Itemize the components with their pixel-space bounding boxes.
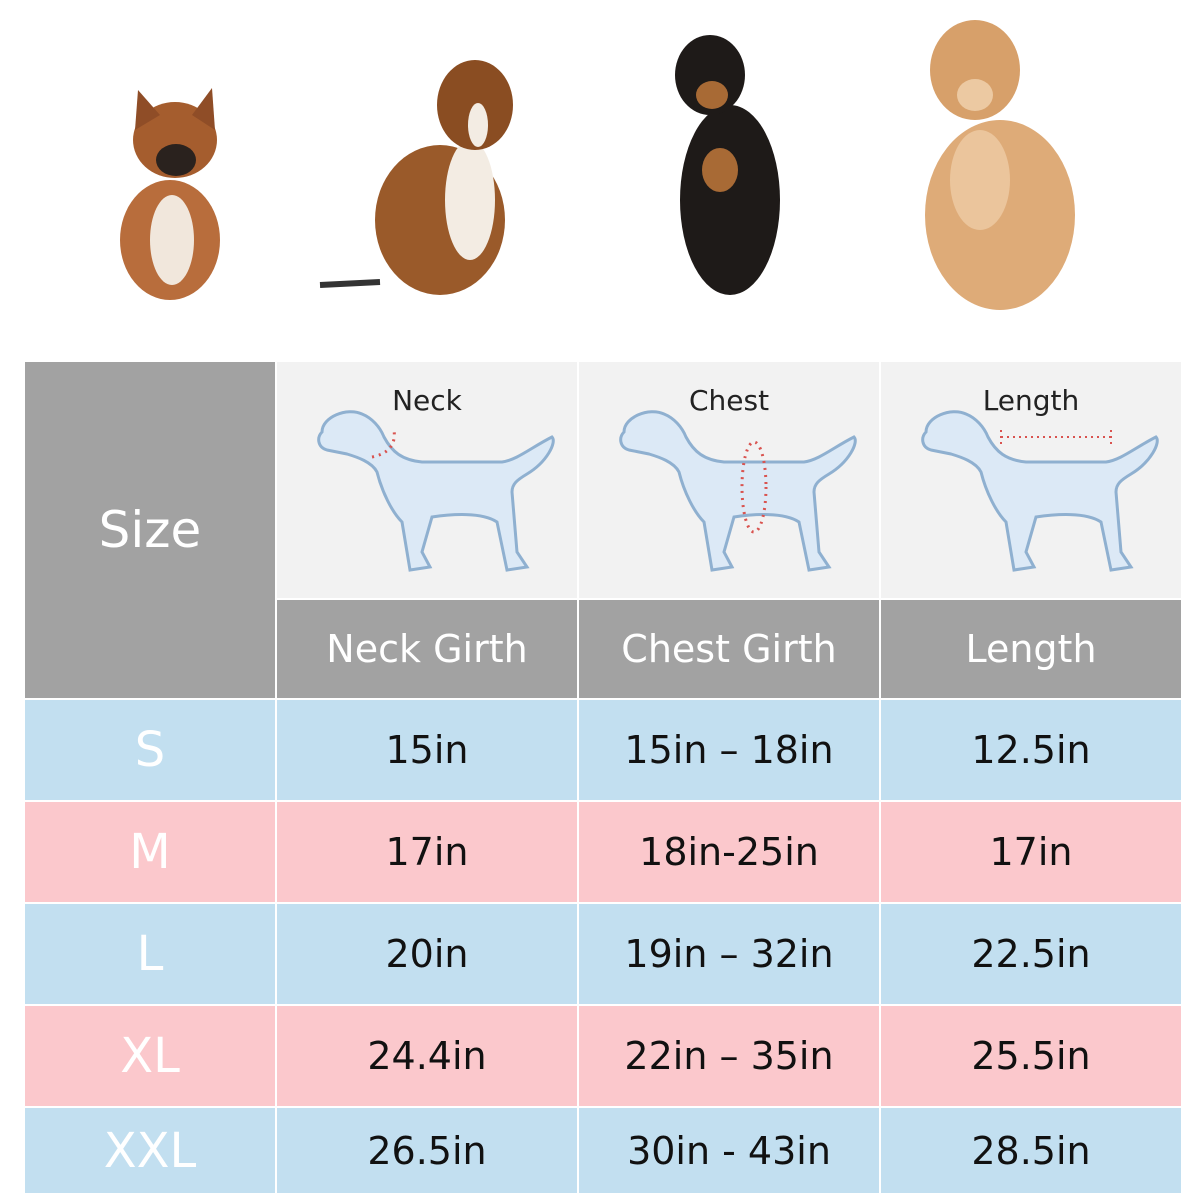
dog-outline [921,410,1159,572]
size-label: XXL [25,1108,275,1193]
diagram-label: Length [982,384,1080,417]
size-table: Size Neck Chest Length Neck Girth Chest Girth… [25,362,1181,1193]
measurement: 26.5in [277,1108,577,1193]
measurement: 30in - 43in [579,1108,879,1193]
dog-photos [120,20,1075,310]
dog-photo [675,35,780,295]
size-label: M [25,802,275,902]
measure-diagram: Neck [277,362,577,598]
measure-diagram: Chest [579,362,879,598]
corner-header: Size [25,362,275,698]
measurement: 17in [881,802,1181,902]
measurement: 15in [277,700,577,800]
size-label: S [25,700,275,800]
measure-diagram: Length [881,362,1181,598]
size-label: L [25,904,275,1004]
measurement: 12.5in [881,700,1181,800]
measurement: 28.5in [881,1108,1181,1193]
dog-photo [319,60,513,295]
dog-outline [317,410,555,572]
measurement: 24.4in [277,1006,577,1106]
measurement: 22.5in [881,904,1181,1004]
column-header: Neck Girth [277,600,577,698]
diagram-label: Chest [688,384,770,417]
diagram-label: Neck [392,384,462,417]
size-label: XL [25,1006,275,1106]
measurement: 18in-25in [579,802,879,902]
dog-photo [120,88,220,300]
measurement: 15in – 18in [579,700,879,800]
column-header: Chest Girth [579,600,879,698]
measurement: 20in [277,904,577,1004]
dog-outline [619,410,857,572]
measurement: 17in [277,802,577,902]
measurement: 22in – 35in [579,1006,879,1106]
column-header: Length [881,600,1181,698]
dog-photo [925,20,1075,310]
measurement: 25.5in [881,1006,1181,1106]
measurement: 19in – 32in [579,904,879,1004]
